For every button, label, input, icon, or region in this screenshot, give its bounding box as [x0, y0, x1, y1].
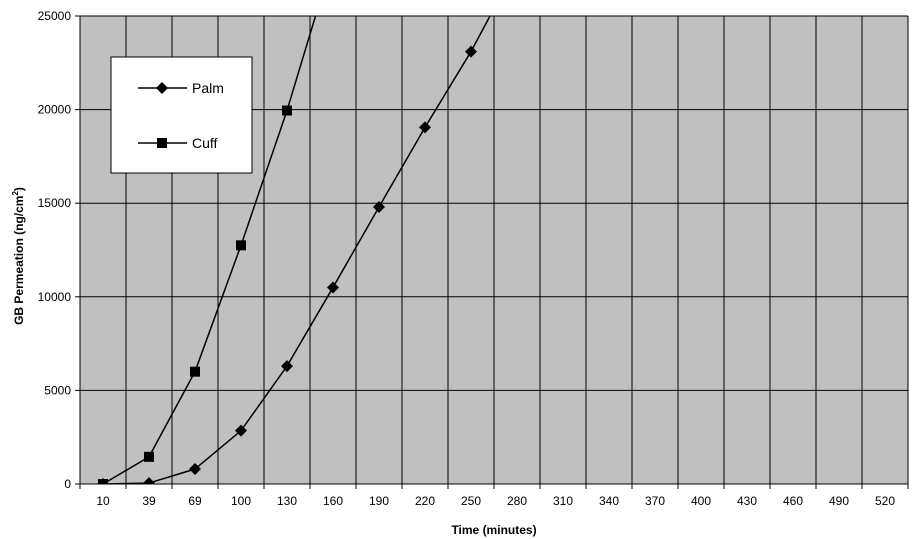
- data-point-cuff: [282, 105, 292, 116]
- x-tick-label: 310: [553, 494, 573, 508]
- x-tick-label: 460: [783, 494, 803, 508]
- x-tick-label: 100: [231, 494, 251, 508]
- legend-marker-square: [157, 138, 167, 148]
- series-line-palm: [102, 16, 491, 484]
- data-point-cuff: [190, 366, 200, 377]
- y-tick-label: 0: [64, 477, 71, 491]
- legend-label-cuff: Cuff: [192, 135, 218, 151]
- x-tick-label: 130: [277, 494, 297, 508]
- data-point-cuff: [236, 240, 246, 251]
- data-point-palm: [143, 477, 155, 484]
- y-tick-label: 5000: [44, 383, 71, 397]
- x-tick-label: 490: [829, 494, 849, 508]
- data-point-palm: [189, 463, 201, 476]
- legend-box: [110, 56, 253, 174]
- data-point-palm: [373, 200, 385, 213]
- series-line-cuff: [102, 16, 317, 484]
- data-point-cuff: [144, 451, 154, 462]
- y-tick-label: 20000: [38, 103, 72, 117]
- legend-label-palm: Palm: [192, 80, 224, 96]
- x-tick-label: 520: [875, 494, 895, 508]
- y-tick-label: 15000: [38, 196, 72, 210]
- legend-marker-diamond: [156, 82, 168, 94]
- data-point-palm: [235, 424, 247, 437]
- x-tick-label: 400: [691, 494, 711, 508]
- data-point-cuff: [98, 479, 108, 484]
- x-tick-label: 250: [461, 494, 481, 508]
- x-tick-label: 39: [142, 494, 156, 508]
- x-tick-label: 220: [415, 494, 435, 508]
- x-tick-label: 160: [323, 494, 343, 508]
- y-axis-title: GB Permeation (ng/cm2): [11, 187, 26, 325]
- x-tick-label: 280: [507, 494, 527, 508]
- x-tick-label: 69: [188, 494, 202, 508]
- y-axis-title-suffix: ): [12, 187, 26, 191]
- data-point-palm: [281, 360, 293, 373]
- x-tick-label: 340: [599, 494, 619, 508]
- x-tick-label: 10: [96, 494, 110, 508]
- x-axis-title: Time (minutes): [451, 523, 536, 537]
- x-tick-label: 370: [645, 494, 665, 508]
- series-group: [97, 16, 491, 484]
- legend: Palm Cuff: [110, 56, 253, 174]
- y-axis-title-main: GB Permeation (ng/cm: [12, 196, 26, 325]
- y-axis-title-superscript: 2: [11, 191, 20, 196]
- x-tick-label: 430: [737, 494, 757, 508]
- y-tick-label: 10000: [38, 290, 72, 304]
- axes: 0 5000 10000 15000 20000 25000 10 39 69 100 130 160…: [38, 9, 909, 508]
- data-point-palm: [327, 281, 339, 294]
- data-point-palm: [465, 45, 477, 58]
- y-tick-label: 25000: [38, 9, 72, 23]
- x-tick-label: 190: [369, 494, 389, 508]
- data-point-palm: [419, 121, 431, 134]
